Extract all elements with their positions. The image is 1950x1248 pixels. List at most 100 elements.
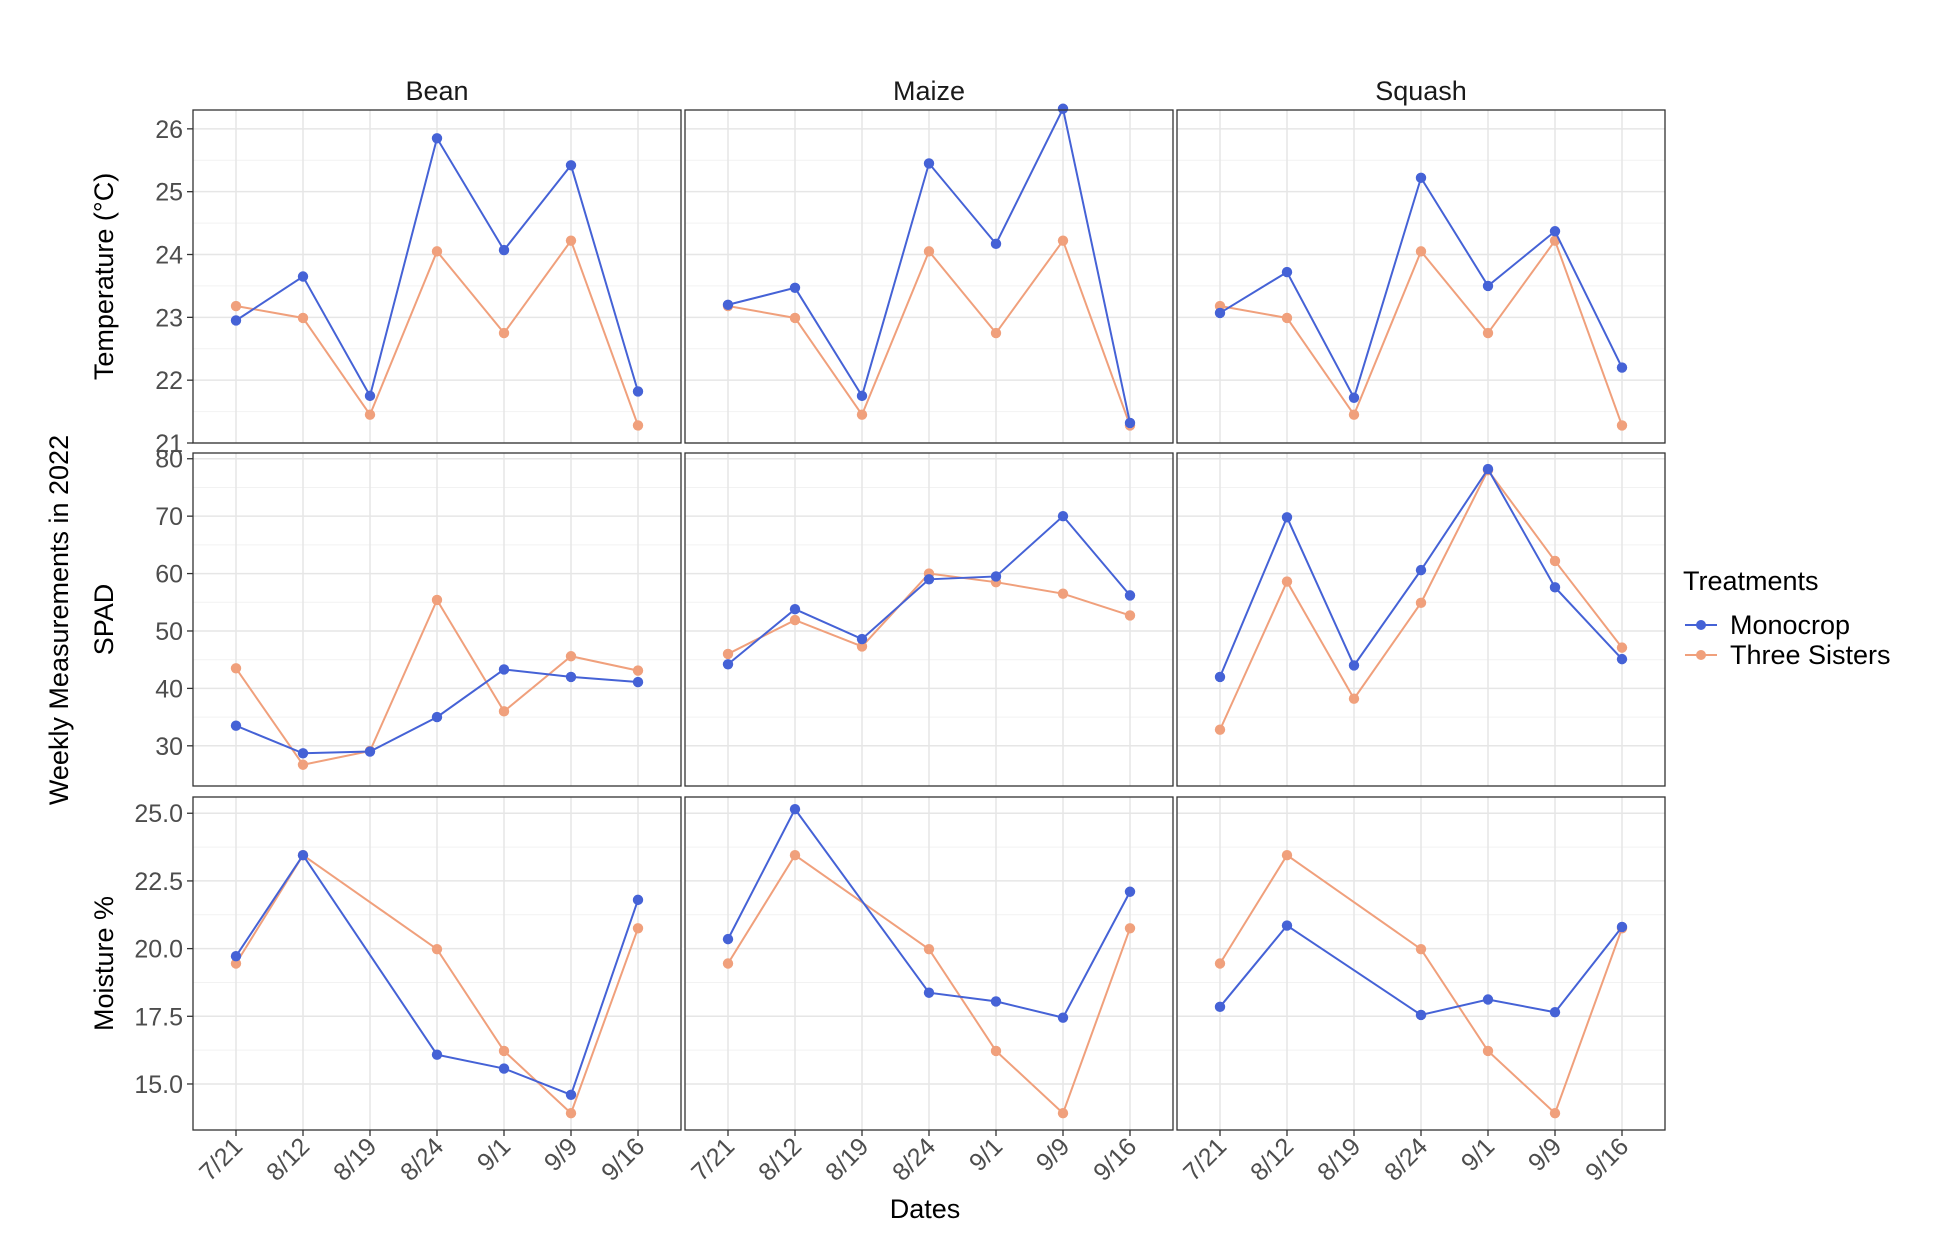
panel-bean-1 (187, 109, 682, 444)
data-point (789, 614, 801, 626)
data-point (364, 746, 376, 757)
legend-label: Monocrop (1730, 610, 1850, 640)
x-tick-label: 8/12 (261, 1132, 315, 1186)
data-point (565, 651, 577, 662)
data-point (297, 759, 309, 770)
series-line-monocrop (1219, 924, 1623, 1017)
data-point (722, 648, 734, 660)
data-point (1549, 555, 1561, 567)
data-point (1124, 886, 1136, 897)
data-point (722, 299, 734, 310)
legend-title: Treatments (1683, 566, 1819, 596)
data-point (1057, 1108, 1069, 1119)
data-point (1057, 1012, 1069, 1023)
y-tick-label: 21 (155, 430, 183, 458)
x-tick-label: 9/1 (472, 1132, 516, 1176)
facet-label-bean: Bean (405, 76, 468, 106)
panel-maize-2 (684, 452, 1174, 787)
panels-layer: Bean Maize Squash Temperature (°C) 21 22 23 24 2… (89, 76, 1666, 1187)
x-tick-label: 9/16 (1088, 1132, 1142, 1186)
labels-layer: Weekly Measurements in 2022 Dates (44, 435, 960, 1224)
data-point (1214, 724, 1226, 735)
panel-squash-1 (1176, 109, 1666, 444)
legend-item-monocrop: Monocrop (1685, 610, 1850, 640)
y-tick-label: 60 (155, 561, 183, 589)
x-tick-label: 8/24 (1379, 1132, 1433, 1186)
x-tick-label: 8/12 (753, 1132, 807, 1186)
y-tick-label: 22 (155, 367, 183, 395)
data-point (632, 665, 644, 676)
data-point (297, 850, 309, 861)
series-line-three-sisters (1219, 853, 1623, 1115)
y-tick-label: 26 (155, 116, 183, 144)
data-point (230, 958, 242, 969)
data-point (498, 664, 510, 675)
data-point (1415, 1009, 1427, 1021)
data-point (1281, 312, 1293, 324)
legend-key-point (1696, 650, 1706, 660)
data-point (498, 1045, 510, 1057)
data-point (923, 246, 935, 257)
data-point (1415, 597, 1427, 609)
y-tick-label: 24 (155, 242, 183, 270)
y-tick-label: 15.0 (134, 1071, 183, 1099)
data-point (632, 386, 644, 397)
data-point (230, 663, 242, 674)
x-tick-label: 7/21 (1178, 1132, 1232, 1186)
data-point (1057, 103, 1069, 114)
data-point (565, 160, 577, 171)
data-point (1124, 923, 1136, 934)
x-tick-label: 8/19 (820, 1132, 874, 1186)
data-point (498, 327, 510, 339)
x-tick-label: 8/19 (328, 1132, 382, 1186)
y-tick-label: 70 (155, 503, 183, 531)
legend-label: Three Sisters (1730, 640, 1891, 670)
panel-maize-1 (684, 103, 1174, 444)
data-point (297, 748, 309, 759)
x-tick-label: 9/16 (1580, 1132, 1634, 1186)
legend-key-point (1696, 620, 1706, 630)
x-tick-label: 9/1 (964, 1132, 1008, 1176)
x-tick-label: 9/1 (1456, 1132, 1500, 1176)
data-point (923, 574, 935, 585)
data-point (1549, 1108, 1561, 1119)
panel-border (684, 452, 1174, 787)
data-point (1348, 693, 1360, 704)
data-point (789, 603, 801, 615)
data-point (1616, 420, 1628, 431)
data-point (1482, 463, 1494, 475)
data-point (1281, 850, 1293, 861)
row-y-axis-title: Temperature (°C) (89, 173, 119, 380)
data-point (1616, 921, 1628, 933)
data-point (990, 571, 1002, 582)
data-point (1124, 590, 1136, 601)
data-point (1482, 327, 1494, 339)
data-point (1281, 576, 1293, 587)
data-point (1415, 943, 1427, 955)
data-point (1616, 642, 1628, 653)
data-point (230, 300, 242, 312)
panel-border (1176, 109, 1666, 444)
data-point (1482, 994, 1494, 1005)
data-point (1348, 409, 1360, 420)
data-point (1482, 1045, 1494, 1057)
y-tick-label: 20.0 (134, 936, 183, 964)
panel-maize-3: 7/21 8/12 8/19 8/24 9/1 9/9 9/16 (684, 796, 1174, 1187)
data-point (990, 238, 1002, 250)
data-point (565, 235, 577, 246)
y-tick-label: 23 (155, 304, 183, 332)
data-point (923, 943, 935, 955)
panel-bean-3: 7/21 8/12 8/19 8/24 9/1 9/9 9/16 (187, 796, 682, 1187)
data-point (789, 312, 801, 324)
data-point (1348, 660, 1360, 671)
y-tick-label: 80 (155, 446, 183, 474)
data-point (1549, 582, 1561, 593)
facet-label-squash: Squash (1375, 76, 1467, 106)
x-tick-label: 8/19 (1312, 1132, 1366, 1186)
y-tick-label: 50 (155, 618, 183, 646)
data-point (297, 271, 309, 282)
x-axis-title: Dates (890, 1194, 961, 1224)
data-point (431, 1049, 443, 1060)
panel-border (192, 109, 682, 444)
